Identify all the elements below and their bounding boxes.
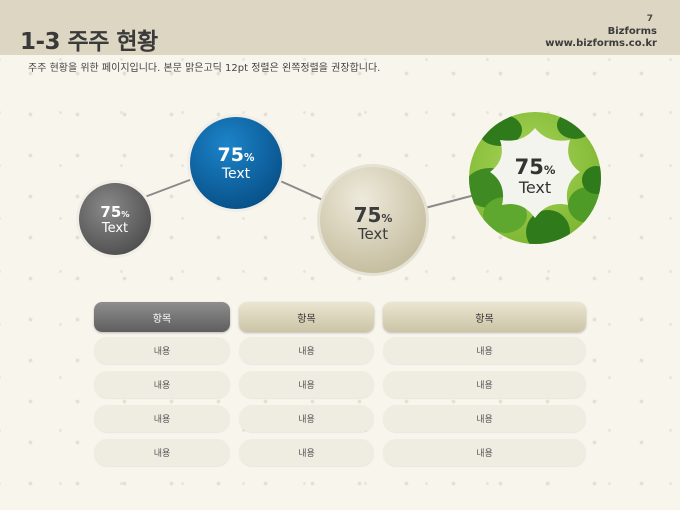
circle-label-3: 75% Text — [353, 203, 393, 243]
table-cell: 내용 — [239, 337, 374, 364]
blue-circle — [190, 117, 282, 209]
header-band — [0, 0, 680, 55]
connector-line — [424, 194, 476, 209]
page-title: 1-3 주주 현황 — [20, 29, 158, 55]
table-cell: 내용 — [383, 405, 586, 432]
connector-line — [141, 177, 196, 199]
table-cell: 내용 — [383, 371, 586, 398]
circle-label-2: 75% Text — [217, 144, 255, 182]
brand-url: www.bizforms.co.kr — [545, 38, 657, 49]
page-number: 7 — [646, 14, 653, 24]
table-cell: 내용 — [239, 371, 374, 398]
table-cell: 내용 — [94, 337, 230, 364]
table-cell: 내용 — [383, 439, 586, 466]
table-cell: 내용 — [239, 405, 374, 432]
column-header: 항목 — [239, 302, 374, 332]
table-cell: 내용 — [94, 405, 230, 432]
circle-label-4: 75% Text — [514, 155, 556, 197]
table-cell: 내용 — [239, 439, 374, 466]
beige-circle — [320, 167, 426, 273]
gray-circle — [79, 183, 151, 255]
column-header: 항목 — [383, 302, 586, 332]
column-header: 항목 — [94, 302, 230, 332]
page-subtitle: 주주 현황을 위한 페이지입니다. 본문 맑은고딕 12pt 정렬은 왼쪽정렬을… — [28, 63, 381, 74]
table-cell: 내용 — [94, 371, 230, 398]
connector-line — [277, 179, 324, 201]
brand-name: Bizforms — [607, 26, 657, 37]
brand: Bizforms www.bizforms.co.kr — [545, 26, 657, 50]
circle-label-1: 75% Text — [100, 203, 130, 236]
table-cell: 내용 — [94, 439, 230, 466]
table-cell: 내용 — [383, 337, 586, 364]
